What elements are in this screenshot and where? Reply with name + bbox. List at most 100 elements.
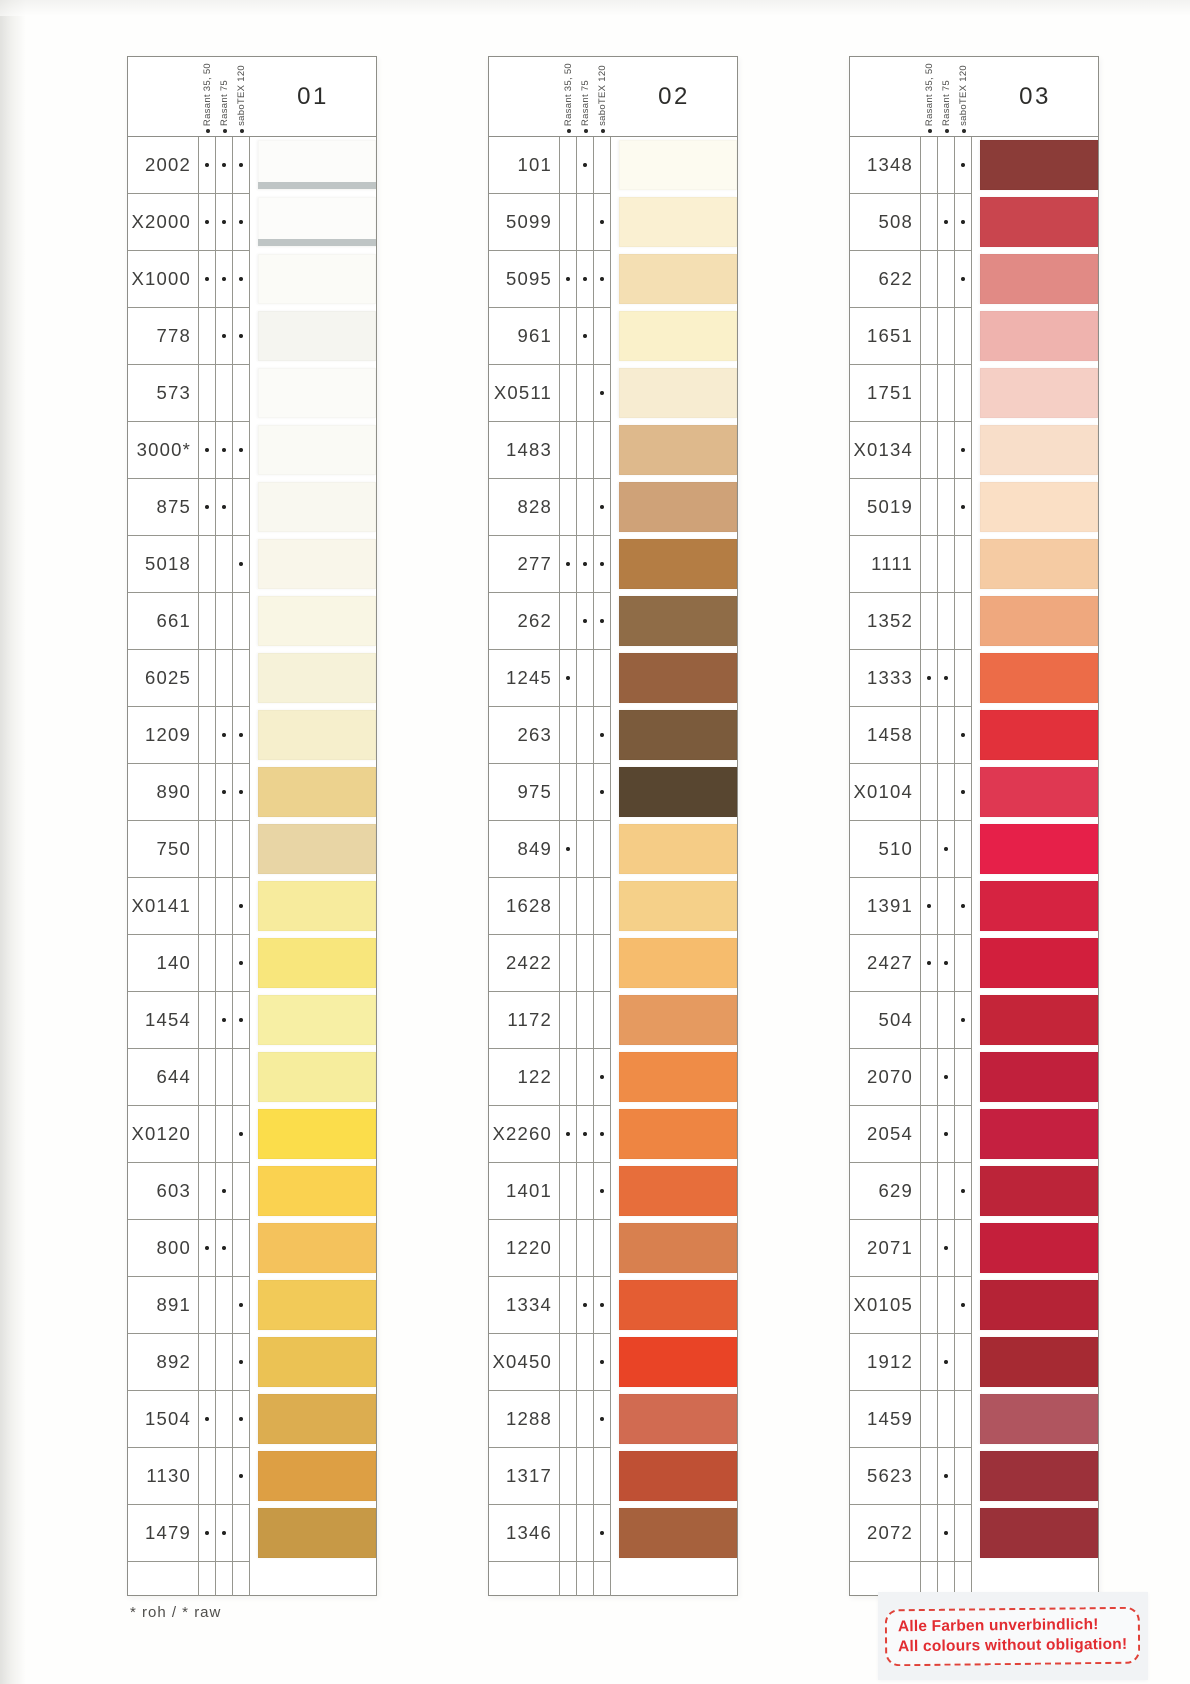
color-code: X2260: [489, 1106, 560, 1163]
availability-cell-3: [233, 1505, 250, 1562]
availability-cell-3: [594, 194, 611, 251]
availability-cell-3: [233, 194, 250, 251]
availability-cell-3: [955, 1448, 972, 1505]
availability-cell-3: [955, 308, 972, 365]
swatch-cell: [972, 308, 1098, 365]
availability-cell-2: [216, 1277, 233, 1334]
swatch-cell: [972, 707, 1098, 764]
availability-cell-2: [938, 1391, 955, 1448]
color-row: 644: [128, 1049, 376, 1106]
availability-cell-2: [216, 1448, 233, 1505]
color-row: 1346: [489, 1505, 737, 1562]
color-swatch: [980, 1337, 1098, 1387]
availability-cell-1: [921, 707, 938, 764]
swatch-cell: [972, 1163, 1098, 1220]
color-code: 1483: [489, 422, 560, 479]
availability-cell-3: [594, 1220, 611, 1277]
color-row: X0511: [489, 365, 737, 422]
filler-dot-cell: [921, 1562, 938, 1596]
availability-dot: [943, 1359, 949, 1365]
availability-cell-1: [199, 365, 216, 422]
availability-dot: [238, 333, 244, 339]
availability-dot: [960, 276, 966, 282]
swatch-cell: [250, 764, 376, 821]
filler-dot-cell: [560, 1562, 577, 1596]
availability-dot: [960, 162, 966, 168]
color-swatch: [980, 1280, 1098, 1330]
availability-cell-1: [560, 992, 577, 1049]
swatch-cell: [972, 992, 1098, 1049]
color-code: X1000: [128, 251, 199, 308]
availability-cell-2: [216, 821, 233, 878]
availability-cell-1: [560, 251, 577, 308]
availability-cell-1: [921, 821, 938, 878]
footnote-raw: * roh / * raw: [130, 1604, 222, 1621]
availability-dot: [565, 1131, 571, 1137]
color-row: 890: [128, 764, 376, 821]
color-swatch: [258, 140, 376, 190]
availability-dot: [238, 1416, 244, 1422]
availability-cell-3: [955, 1277, 972, 1334]
color-code: 1346: [489, 1505, 560, 1562]
color-row: 573: [128, 365, 376, 422]
legend-item: Rasant 75: [577, 80, 594, 133]
availability-dot: [599, 1416, 605, 1422]
color-swatch: [980, 938, 1098, 988]
swatch-cell: [972, 251, 1098, 308]
availability-cell-2: [938, 1448, 955, 1505]
swatch-cell: [611, 1334, 737, 1391]
swatch-cell: [972, 1505, 1098, 1562]
availability-cell-1: [560, 308, 577, 365]
availability-cell-3: [233, 992, 250, 1049]
availability-cell-1: [560, 1163, 577, 1220]
swatch-cell: [972, 935, 1098, 992]
availability-cell-2: [577, 1106, 594, 1163]
availability-cell-2: [577, 1049, 594, 1106]
swatch-cell: [611, 365, 737, 422]
swatch-cell: [611, 707, 737, 764]
color-row: 629: [850, 1163, 1098, 1220]
availability-dot: [943, 1530, 949, 1536]
color-row: 5019: [850, 479, 1098, 536]
legend-item: Rasant 35, 50: [199, 63, 216, 133]
availability-cell-2: [938, 878, 955, 935]
color-swatch: [258, 1223, 376, 1273]
availability-dot: [221, 276, 227, 282]
color-row: X2260: [489, 1106, 737, 1163]
availability-cell-2: [577, 251, 594, 308]
availability-cell-1: [199, 536, 216, 593]
color-row: 891: [128, 1277, 376, 1334]
color-swatch: [619, 1223, 737, 1273]
stamp-panel: Alle Farben unverbindlich! All colours w…: [878, 1592, 1148, 1680]
color-row: 1288: [489, 1391, 737, 1448]
availability-cell-1: [199, 1277, 216, 1334]
availability-cell-1: [921, 137, 938, 194]
swatch-cell: [250, 479, 376, 536]
availability-cell-1: [199, 1334, 216, 1391]
color-swatch: [619, 1052, 737, 1102]
availability-cell-1: [560, 1505, 577, 1562]
color-code: 661: [128, 593, 199, 650]
rows-container: 2002 X2000 X1000 778 573 3000* 875 5018 661 6025 1…: [128, 137, 376, 1596]
availability-dot: [238, 1359, 244, 1365]
availability-cell-3: [233, 308, 250, 365]
availability-cell-2: [577, 1163, 594, 1220]
color-code: 1391: [850, 878, 921, 935]
filler-swatch-cell: [611, 1562, 737, 1596]
legend-label: saboTEX 120: [957, 65, 969, 126]
color-swatch: [980, 767, 1098, 817]
availability-cell-2: [938, 707, 955, 764]
color-swatch: [258, 1451, 376, 1501]
availability-dot: [238, 1302, 244, 1308]
availability-cell-3: [233, 707, 250, 764]
swatch-cell: [611, 1049, 737, 1106]
availability-cell-1: [921, 1106, 938, 1163]
availability-dot: [960, 1302, 966, 1308]
availability-cell-2: [938, 650, 955, 707]
rows-container: 101 5099 5095 961 X0511 1483 828 277 262 1245 263 9…: [489, 137, 737, 1596]
availability-dot: [960, 1017, 966, 1023]
color-swatch: [980, 1052, 1098, 1102]
color-row: 622: [850, 251, 1098, 308]
color-row: 122: [489, 1049, 737, 1106]
filler-row: [850, 1562, 1098, 1596]
